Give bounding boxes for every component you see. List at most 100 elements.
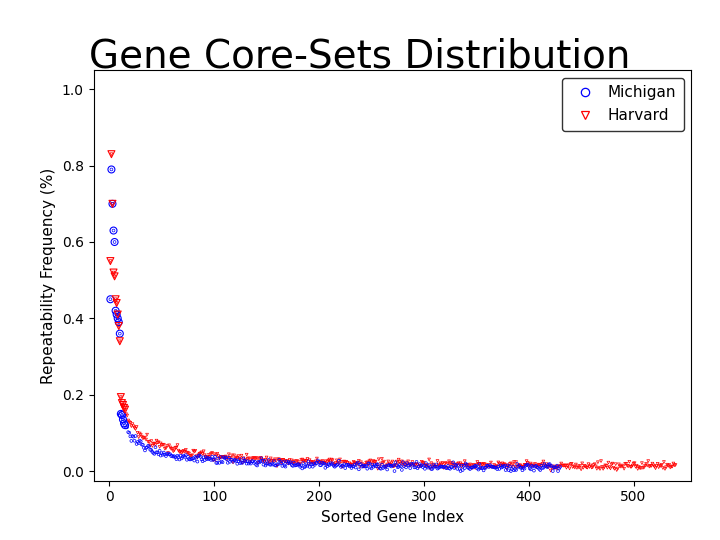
Point [355, 458, 366, 467]
Point [407, 458, 418, 467]
Point [110, 306, 122, 315]
Point [327, 459, 338, 468]
Point [263, 457, 274, 465]
Point [626, 461, 638, 470]
Point [246, 454, 258, 463]
Point [536, 463, 548, 472]
Point [524, 464, 536, 472]
Point [174, 455, 185, 464]
Point [120, 406, 131, 414]
Point [432, 464, 444, 473]
Point [228, 458, 239, 467]
Point [143, 437, 154, 446]
Point [219, 454, 230, 462]
Point [161, 450, 173, 458]
Point [531, 463, 543, 471]
Point [189, 456, 200, 465]
Point [309, 460, 320, 468]
Point [310, 458, 322, 467]
Point [363, 461, 374, 469]
Point [667, 462, 678, 471]
Point [184, 449, 195, 458]
Point [482, 461, 494, 470]
Point [122, 428, 134, 436]
Point [177, 453, 189, 461]
Point [417, 463, 428, 471]
Point [470, 462, 482, 470]
Point [214, 455, 225, 463]
Point [338, 457, 350, 466]
Point [171, 455, 182, 463]
Point [359, 462, 371, 470]
Point [573, 463, 585, 472]
Point [326, 455, 338, 464]
Point [484, 461, 495, 469]
Point [587, 463, 598, 471]
Point [239, 456, 251, 465]
Point [444, 457, 455, 465]
Point [315, 459, 326, 468]
Point [469, 461, 480, 470]
Point [279, 457, 290, 465]
Point [191, 452, 202, 461]
Point [336, 461, 348, 470]
Point [116, 410, 127, 419]
Point [497, 459, 508, 468]
Point [198, 447, 210, 456]
Point [112, 310, 123, 319]
Point [387, 461, 398, 470]
Point [405, 461, 417, 469]
Point [272, 455, 284, 463]
Point [610, 460, 621, 469]
Point [467, 463, 478, 471]
Point [255, 454, 266, 462]
Point [534, 461, 545, 469]
Point [431, 462, 442, 471]
Point [408, 461, 419, 469]
Point [315, 461, 327, 469]
Point [464, 460, 476, 469]
Point [507, 463, 518, 471]
Point [246, 457, 258, 465]
Point [343, 462, 355, 471]
Point [477, 460, 488, 469]
Point [428, 462, 440, 470]
Point [351, 460, 362, 468]
Point [131, 423, 143, 431]
Point [117, 415, 129, 424]
Point [223, 450, 235, 458]
Point [465, 463, 477, 472]
Point [302, 461, 313, 470]
Point [261, 460, 272, 468]
Point [109, 272, 120, 281]
Point [278, 455, 289, 464]
Point [225, 455, 237, 464]
Point [113, 322, 125, 330]
Point [192, 457, 203, 466]
Point [251, 461, 263, 470]
Point [143, 442, 155, 451]
Point [483, 463, 495, 471]
Point [563, 461, 575, 469]
Point [426, 464, 438, 473]
Point [657, 464, 669, 472]
Point [414, 460, 426, 468]
Point [542, 463, 554, 471]
Point [403, 460, 415, 468]
Point [221, 455, 233, 464]
Point [531, 462, 543, 470]
Point [107, 199, 118, 208]
Point [582, 463, 593, 472]
Point [490, 462, 502, 470]
Point [505, 459, 517, 468]
Point [129, 436, 140, 445]
Point [552, 461, 563, 470]
Point [516, 463, 527, 472]
Point [526, 461, 538, 470]
Point [529, 460, 541, 468]
Point [248, 454, 260, 462]
Point [543, 463, 554, 471]
Point [477, 463, 488, 472]
Point [348, 462, 359, 471]
Point [667, 459, 679, 468]
